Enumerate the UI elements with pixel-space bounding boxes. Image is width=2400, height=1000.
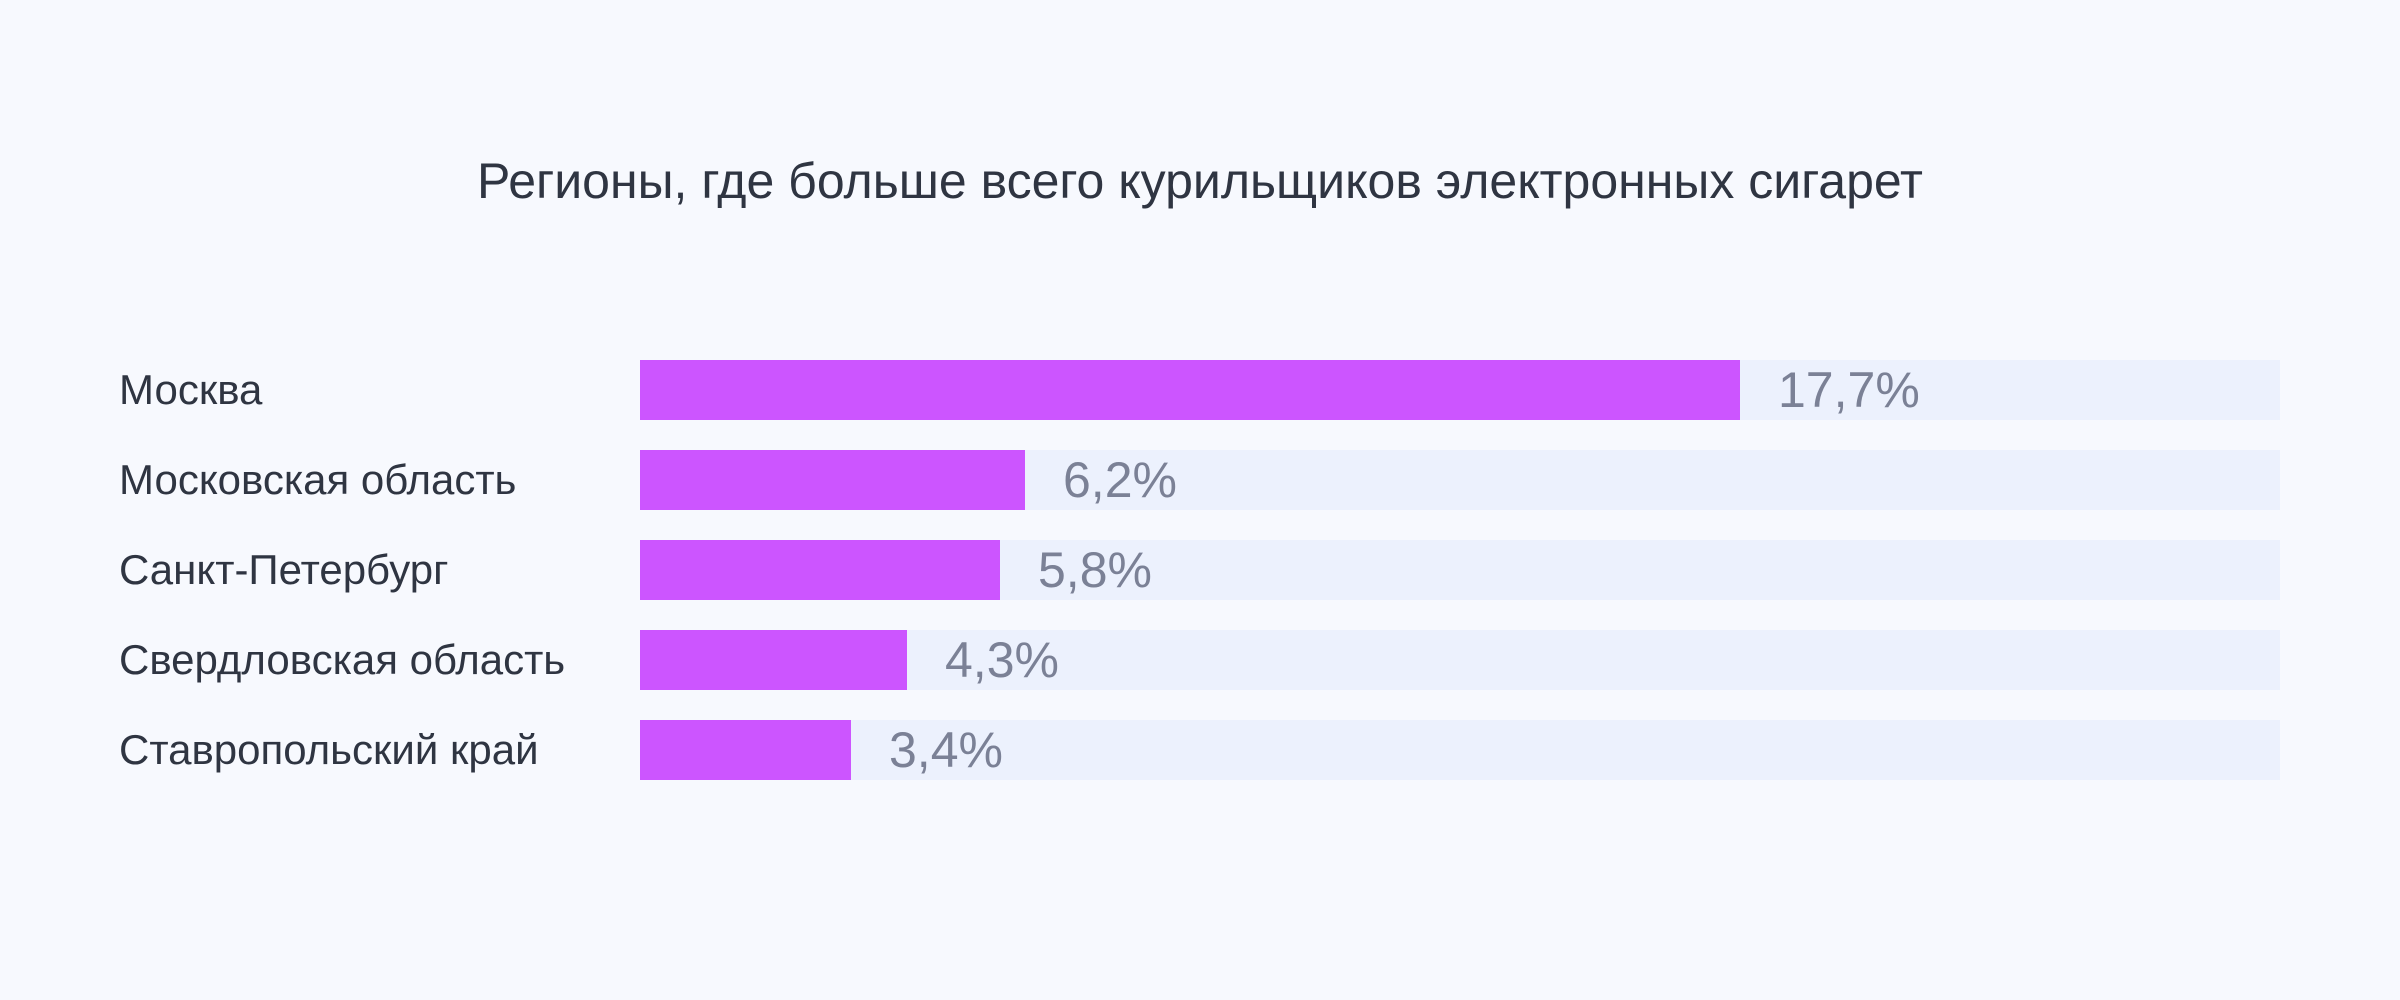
bar-row: Москва 17,7% <box>0 360 2400 420</box>
category-label: Санкт-Петербург <box>119 546 449 593</box>
bar-track: 6,2% <box>640 450 2280 510</box>
category-label: Москва <box>119 366 263 413</box>
value-label: 4,3% <box>945 632 1059 688</box>
category-label: Московская область <box>119 456 517 503</box>
value-label: 6,2% <box>1063 452 1177 508</box>
value-label: 3,4% <box>889 722 1003 778</box>
bar <box>640 450 1025 510</box>
bar-track: 3,4% <box>640 720 2280 780</box>
value-label: 17,7% <box>1778 362 1920 418</box>
bar-track: 4,3% <box>640 630 2280 690</box>
bar-track: 17,7% <box>640 360 2280 420</box>
bar <box>640 630 907 690</box>
value-label: 5,8% <box>1038 542 1152 598</box>
category-label: Свердловская область <box>119 636 566 683</box>
bar-row: Московская область 6,2% <box>0 450 2400 510</box>
bar-row: Санкт-Петербург 5,8% <box>0 540 2400 600</box>
category-label: Ставропольский край <box>119 726 539 773</box>
bar-row: Ставропольский край 3,4% <box>0 720 2400 780</box>
bar <box>640 540 1000 600</box>
bar <box>640 720 851 780</box>
bar <box>640 360 1740 420</box>
bar-track: 5,8% <box>640 540 2280 600</box>
chart-title: Регионы, где больше всего курильщиков эл… <box>477 153 1923 209</box>
bar-row: Свердловская область 4,3% <box>0 630 2400 690</box>
